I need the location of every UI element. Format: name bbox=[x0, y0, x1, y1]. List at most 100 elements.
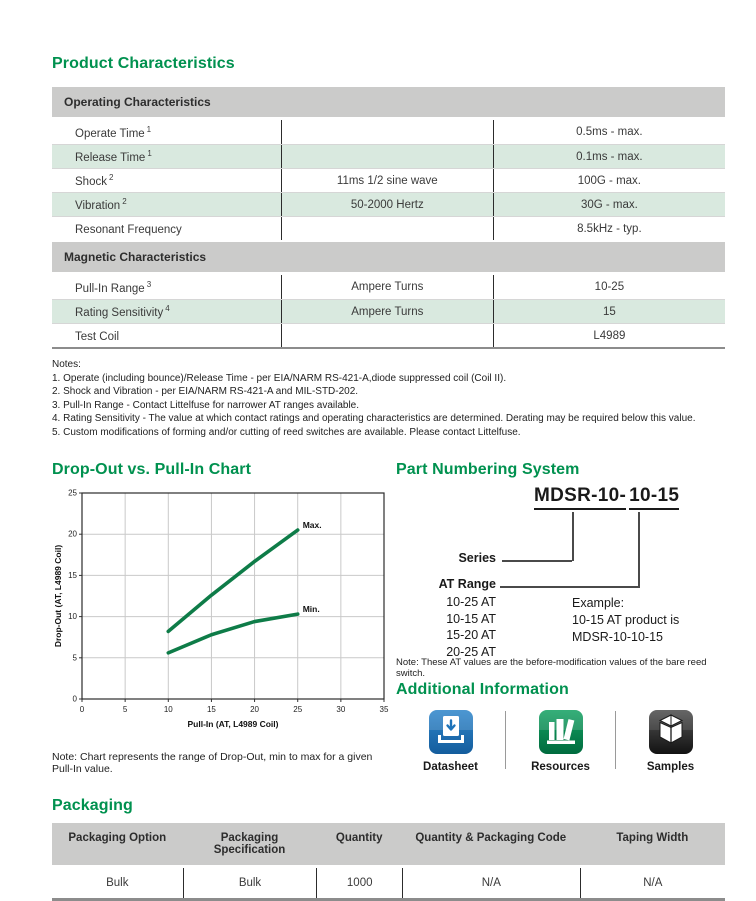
svg-text:10: 10 bbox=[68, 612, 77, 621]
footnote-item: 1. Operate (including bounce)/Release Ti… bbox=[52, 372, 507, 384]
samples-label[interactable]: Samples bbox=[646, 761, 695, 773]
row-value: 15 bbox=[492, 300, 725, 323]
part-number: MDSR-10- 10-15 bbox=[534, 485, 680, 510]
chart-note: Note: Chart represents the range of Drop… bbox=[52, 751, 373, 775]
table-row: Vibration 2 50-2000 Hertz 30G - max. bbox=[52, 192, 725, 216]
column-header: Quantity & Packaging Code bbox=[415, 832, 567, 844]
row-value: 8.5kHz - typ. bbox=[492, 217, 725, 240]
footnote-ref: 3 bbox=[146, 279, 152, 289]
magnetic-characteristics-bar: Magnetic Characteristics bbox=[52, 240, 725, 275]
row-label: Vibration 2 bbox=[75, 197, 127, 212]
table-row: Rating Sensitivity 4 Ampere Turns 15 bbox=[52, 299, 725, 323]
footnote-ref: 2 bbox=[122, 197, 127, 207]
part-number-atrange-segment: 10-15 bbox=[629, 485, 680, 510]
footnote-item: 2. Shock and Vibration - per EIA/NARM RS… bbox=[52, 386, 359, 397]
table-row: Operate Time 1 0.5ms - max. bbox=[52, 120, 725, 144]
svg-text:0: 0 bbox=[73, 695, 78, 704]
svg-text:Pull-In (AT, L4989 Coil): Pull-In (AT, L4989 Coil) bbox=[188, 719, 279, 729]
footnote-ref: 1 bbox=[147, 149, 152, 159]
footnote-ref: 4 bbox=[165, 304, 170, 314]
row-value: L4989 bbox=[492, 324, 725, 347]
svg-text:5: 5 bbox=[73, 653, 78, 662]
row-label: Rating Sensitivity 4 bbox=[75, 304, 170, 319]
datasheet-label[interactable]: Datasheet bbox=[423, 761, 478, 773]
svg-text:0: 0 bbox=[80, 705, 85, 714]
product-characteristics-table: Operating Characteristics Operate Time 1 … bbox=[52, 85, 725, 349]
cell: N/A bbox=[579, 868, 725, 898]
chart-section: Drop-Out vs. Pull-In Chart 0 5 10 15 20 25 30 3… bbox=[52, 461, 396, 775]
row-label: Resonant Frequency bbox=[75, 223, 182, 236]
operating-characteristics-bar: Operating Characteristics bbox=[52, 85, 725, 120]
row-value: 30G - max. bbox=[492, 193, 725, 216]
row-condition: Ampere Turns bbox=[280, 275, 493, 299]
resources-label[interactable]: Resources bbox=[531, 761, 590, 773]
part-numbering-section: Part Numbering System MDSR-10- 10-15 Seri… bbox=[396, 461, 726, 775]
additional-information-heading: Additional Information bbox=[396, 681, 569, 698]
atrange-connector-line bbox=[638, 512, 640, 588]
series-connector-line bbox=[502, 560, 572, 562]
row-value: 10-25 bbox=[492, 275, 725, 299]
resources-books-icon[interactable] bbox=[538, 709, 584, 755]
cell: 1000 bbox=[316, 868, 401, 898]
row-label: Operate Time 1 bbox=[75, 124, 152, 140]
divider bbox=[505, 711, 506, 769]
footnote-ref: 1 bbox=[146, 124, 152, 134]
svg-text:Drop-Out (AT, L4989 Coil): Drop-Out (AT, L4989 Coil) bbox=[53, 545, 63, 647]
part-numbering-diagram: MDSR-10- 10-15 Series AT Range 10-25 AT 1… bbox=[396, 485, 726, 679]
svg-text:25: 25 bbox=[68, 489, 77, 498]
svg-text:20: 20 bbox=[250, 705, 259, 714]
atrange-connector-line bbox=[500, 586, 639, 588]
packaging-section: Packaging Packaging Option Packaging Spe… bbox=[52, 797, 725, 901]
row-value: 0.5ms - max. bbox=[492, 120, 725, 144]
svg-text:25: 25 bbox=[293, 705, 302, 714]
at-range-option: 10-15 AT bbox=[446, 611, 496, 626]
series-connector-line bbox=[572, 512, 574, 561]
dropout-pullin-chart: 0 5 10 15 20 25 30 35 0 5 10 15 20 25 Max. Min. Pull-In … bbox=[53, 489, 389, 730]
footnote-item: 4. Rating Sensitivity - The value at whi… bbox=[52, 413, 696, 424]
svg-text:15: 15 bbox=[68, 571, 77, 580]
row-label: Test Coil bbox=[75, 330, 120, 343]
row-condition: Ampere Turns bbox=[280, 300, 493, 323]
row-value: 100G - max. bbox=[492, 169, 725, 192]
row-label: Pull-In Range 3 bbox=[75, 279, 152, 295]
column-header: Quantity bbox=[335, 832, 383, 844]
series-label: Series bbox=[458, 551, 496, 565]
svg-text:5: 5 bbox=[123, 705, 128, 714]
svg-text:15: 15 bbox=[207, 705, 216, 714]
packaging-heading: Packaging bbox=[52, 797, 133, 814]
row-condition bbox=[280, 324, 493, 347]
cell: Bulk bbox=[182, 868, 317, 898]
part-number-example: Example: 10-15 AT product is MDSR-10-10-… bbox=[572, 596, 680, 644]
row-value: 0.1ms - max. bbox=[492, 145, 725, 168]
footnotes: Notes: 1. Operate (including bounce)/Rel… bbox=[52, 358, 725, 439]
column-header: Packaging Specification bbox=[213, 832, 286, 856]
packaging-table: Packaging Option Packaging Specification… bbox=[52, 823, 725, 901]
at-range-option: 15-20 AT bbox=[446, 628, 496, 642]
part-numbering-note: Note: These AT values are the before-mod… bbox=[396, 657, 707, 679]
cell: Bulk bbox=[106, 877, 129, 889]
table-row: Resonant Frequency 8.5kHz - typ. bbox=[52, 216, 725, 240]
column-header: Taping Width bbox=[616, 832, 689, 844]
table-row: Release Time 1 0.1ms - max. bbox=[52, 144, 725, 168]
resources-link[interactable]: Resources bbox=[506, 709, 615, 773]
footnote-item: 3. Pull-In Range - Contact Littelfuse fo… bbox=[52, 399, 360, 411]
table-row: Bulk Bulk 1000 N/A N/A bbox=[52, 868, 725, 898]
cell: N/A bbox=[401, 868, 580, 898]
svg-text:20: 20 bbox=[68, 530, 77, 539]
row-condition: 50-2000 Hertz bbox=[280, 193, 493, 216]
table-row: Pull-In Range 3 Ampere Turns 10-25 bbox=[52, 275, 725, 299]
additional-information-links: Datasheet bbox=[396, 709, 726, 773]
table-row: Test Coil L4989 bbox=[52, 323, 725, 347]
row-label: Release Time 1 bbox=[75, 149, 152, 164]
svg-text:Min.: Min. bbox=[303, 604, 320, 614]
samples-link[interactable]: Samples bbox=[616, 709, 725, 773]
column-header: Packaging Option bbox=[68, 832, 167, 844]
samples-box-icon[interactable] bbox=[648, 709, 694, 755]
footnote-ref: 2 bbox=[108, 173, 114, 183]
datasheet-download-icon[interactable] bbox=[428, 709, 474, 755]
at-range-option: 20-25 AT bbox=[446, 644, 496, 659]
packaging-table-header: Packaging Option Packaging Specification… bbox=[52, 823, 725, 868]
table-row: Shock 2 11ms 1/2 sine wave 100G - max. bbox=[52, 168, 725, 192]
datasheet-link[interactable]: Datasheet bbox=[396, 709, 505, 773]
